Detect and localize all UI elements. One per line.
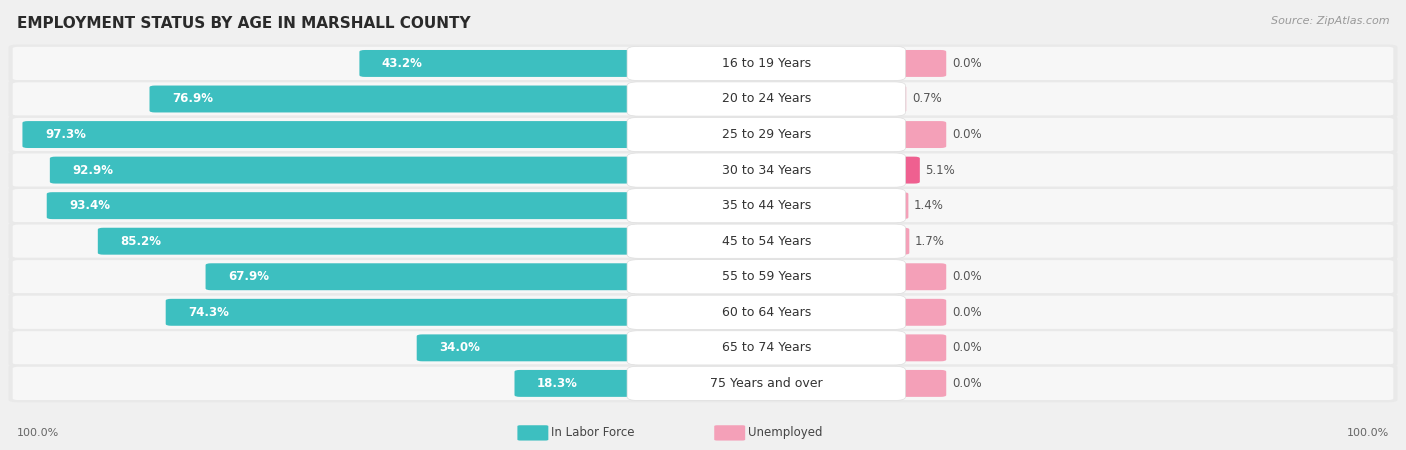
FancyBboxPatch shape	[416, 334, 640, 361]
FancyBboxPatch shape	[627, 224, 905, 258]
FancyBboxPatch shape	[46, 192, 640, 219]
Text: 25 to 29 Years: 25 to 29 Years	[721, 128, 811, 141]
FancyBboxPatch shape	[8, 187, 1398, 225]
Text: 0.7%: 0.7%	[912, 93, 942, 105]
FancyBboxPatch shape	[22, 121, 640, 148]
FancyBboxPatch shape	[13, 189, 1393, 222]
FancyBboxPatch shape	[627, 46, 905, 81]
FancyBboxPatch shape	[714, 425, 745, 441]
Text: 65 to 74 Years: 65 to 74 Years	[721, 342, 811, 354]
FancyBboxPatch shape	[8, 222, 1398, 260]
FancyBboxPatch shape	[49, 157, 640, 184]
Text: 16 to 19 Years: 16 to 19 Years	[721, 57, 811, 70]
Text: 43.2%: 43.2%	[382, 57, 423, 70]
Text: 76.9%: 76.9%	[172, 93, 212, 105]
Text: 67.9%: 67.9%	[228, 270, 269, 283]
Text: 45 to 54 Years: 45 to 54 Years	[721, 235, 811, 248]
Text: 1.4%: 1.4%	[914, 199, 943, 212]
Text: 35 to 44 Years: 35 to 44 Years	[721, 199, 811, 212]
FancyBboxPatch shape	[8, 45, 1398, 82]
FancyBboxPatch shape	[8, 116, 1398, 153]
Text: 5.1%: 5.1%	[925, 164, 955, 176]
FancyBboxPatch shape	[517, 425, 548, 441]
Text: 18.3%: 18.3%	[537, 377, 578, 390]
FancyBboxPatch shape	[13, 153, 1393, 187]
Text: In Labor Force: In Labor Force	[551, 427, 634, 439]
Text: EMPLOYMENT STATUS BY AGE IN MARSHALL COUNTY: EMPLOYMENT STATUS BY AGE IN MARSHALL COU…	[17, 16, 471, 31]
FancyBboxPatch shape	[627, 295, 905, 329]
FancyBboxPatch shape	[98, 228, 640, 255]
Text: 34.0%: 34.0%	[439, 342, 479, 354]
Text: 0.0%: 0.0%	[952, 128, 981, 141]
FancyBboxPatch shape	[627, 117, 905, 152]
FancyBboxPatch shape	[893, 86, 907, 112]
FancyBboxPatch shape	[13, 296, 1393, 329]
Text: 100.0%: 100.0%	[1347, 428, 1389, 438]
FancyBboxPatch shape	[893, 50, 946, 77]
Text: 0.0%: 0.0%	[952, 57, 981, 70]
FancyBboxPatch shape	[13, 118, 1393, 151]
FancyBboxPatch shape	[13, 260, 1393, 293]
FancyBboxPatch shape	[627, 189, 905, 223]
FancyBboxPatch shape	[893, 334, 946, 361]
FancyBboxPatch shape	[8, 329, 1398, 367]
FancyBboxPatch shape	[8, 293, 1398, 331]
FancyBboxPatch shape	[13, 225, 1393, 258]
FancyBboxPatch shape	[627, 331, 905, 365]
Text: 1.7%: 1.7%	[915, 235, 945, 248]
FancyBboxPatch shape	[166, 299, 640, 326]
FancyBboxPatch shape	[627, 366, 905, 400]
FancyBboxPatch shape	[893, 192, 908, 219]
FancyBboxPatch shape	[13, 367, 1393, 400]
FancyBboxPatch shape	[893, 121, 946, 148]
FancyBboxPatch shape	[8, 364, 1398, 402]
Text: 0.0%: 0.0%	[952, 377, 981, 390]
Text: 55 to 59 Years: 55 to 59 Years	[721, 270, 811, 283]
Text: 0.0%: 0.0%	[952, 270, 981, 283]
Text: 74.3%: 74.3%	[188, 306, 229, 319]
Text: 100.0%: 100.0%	[17, 428, 59, 438]
Text: 60 to 64 Years: 60 to 64 Years	[721, 306, 811, 319]
FancyBboxPatch shape	[893, 299, 946, 326]
FancyBboxPatch shape	[515, 370, 640, 397]
Text: 0.0%: 0.0%	[952, 306, 981, 319]
FancyBboxPatch shape	[205, 263, 640, 290]
Text: 93.4%: 93.4%	[69, 199, 110, 212]
Text: 75 Years and over: 75 Years and over	[710, 377, 823, 390]
FancyBboxPatch shape	[627, 153, 905, 187]
FancyBboxPatch shape	[8, 258, 1398, 296]
FancyBboxPatch shape	[149, 86, 640, 112]
FancyBboxPatch shape	[13, 82, 1393, 116]
FancyBboxPatch shape	[627, 260, 905, 294]
FancyBboxPatch shape	[8, 151, 1398, 189]
Text: 85.2%: 85.2%	[121, 235, 162, 248]
Text: Unemployed: Unemployed	[748, 427, 823, 439]
FancyBboxPatch shape	[893, 370, 946, 397]
FancyBboxPatch shape	[360, 50, 640, 77]
Text: 20 to 24 Years: 20 to 24 Years	[721, 93, 811, 105]
FancyBboxPatch shape	[627, 82, 905, 116]
FancyBboxPatch shape	[893, 228, 910, 255]
Text: 97.3%: 97.3%	[45, 128, 86, 141]
FancyBboxPatch shape	[893, 157, 920, 184]
Text: 30 to 34 Years: 30 to 34 Years	[721, 164, 811, 176]
Text: 92.9%: 92.9%	[72, 164, 114, 176]
FancyBboxPatch shape	[893, 263, 946, 290]
FancyBboxPatch shape	[13, 331, 1393, 364]
Text: Source: ZipAtlas.com: Source: ZipAtlas.com	[1271, 16, 1389, 26]
FancyBboxPatch shape	[8, 80, 1398, 118]
FancyBboxPatch shape	[13, 47, 1393, 80]
Text: 0.0%: 0.0%	[952, 342, 981, 354]
